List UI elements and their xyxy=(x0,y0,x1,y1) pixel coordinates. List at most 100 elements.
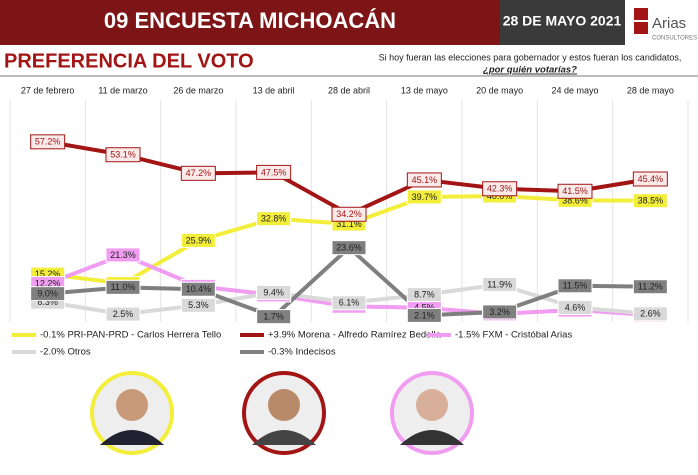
header-date: 28 DE MAYO 2021 xyxy=(503,13,622,29)
x-tick-label: 27 de febrero xyxy=(21,85,75,95)
value-label-box xyxy=(632,279,668,295)
value-label: 11.2% xyxy=(638,282,663,292)
x-tick-label: 11 de marzo xyxy=(98,85,147,95)
value-label: 1.7% xyxy=(263,312,284,322)
value-label: 42.3% xyxy=(487,184,513,194)
value-label: 21.3% xyxy=(110,250,136,260)
value-label: 45.4% xyxy=(638,174,664,184)
value-label-box xyxy=(331,240,367,256)
section-title: PREFERENCIA DEL VOTO xyxy=(4,50,254,72)
x-tick-label: 28 de abril xyxy=(328,85,370,95)
value-label: 34.2% xyxy=(336,209,362,219)
value-label-box xyxy=(180,232,216,248)
value-label: 6.3% xyxy=(37,297,58,307)
value-label-box xyxy=(557,278,593,294)
value-label-box xyxy=(482,181,518,197)
value-label: 9.0% xyxy=(37,289,58,299)
value-label-box xyxy=(256,309,292,325)
value-label: 11.9% xyxy=(487,279,512,289)
candidate-face xyxy=(268,389,300,421)
value-label-box xyxy=(105,247,141,263)
value-label-box xyxy=(557,300,593,316)
value-label: 45.1% xyxy=(412,175,438,185)
value-label-box xyxy=(30,286,66,302)
value-label: 3.2% xyxy=(489,307,510,317)
value-label-box xyxy=(406,189,442,205)
value-label-box xyxy=(256,284,292,300)
value-label-box xyxy=(180,297,216,313)
value-label: 39.7% xyxy=(412,192,438,202)
header-band xyxy=(0,0,500,45)
x-tick-label: 26 de marzo xyxy=(173,85,223,95)
legend-label: -0.3% Indecisos xyxy=(268,347,336,358)
value-label-box xyxy=(256,164,292,180)
value-label-box xyxy=(406,307,442,323)
value-label: 12.2% xyxy=(35,278,61,288)
question: ¿por quién votarías? xyxy=(483,65,577,76)
candidate-face xyxy=(416,389,448,421)
value-label: 53.1% xyxy=(110,150,136,160)
value-label-box xyxy=(180,281,216,297)
value-label-box xyxy=(331,295,367,311)
candidate-body xyxy=(252,430,316,445)
header-title: 09 ENCUESTA MICHOACÁN xyxy=(104,8,396,33)
legend-label: +3.9% Morena - Alfredo Ramírez Bedolla xyxy=(268,330,442,341)
value-label: 38.5% xyxy=(638,196,664,206)
value-label-box xyxy=(105,279,141,295)
date-band xyxy=(500,0,625,45)
candidate-face xyxy=(116,389,148,421)
value-label: 23.6% xyxy=(336,243,362,253)
x-tick-label: 28 de mayo xyxy=(627,85,674,95)
value-label: 38.6% xyxy=(562,195,588,205)
value-label: 9.4% xyxy=(263,287,284,297)
x-tick-label: 13 de abril xyxy=(253,85,295,95)
logo-text: Arias xyxy=(652,15,686,32)
value-label-box xyxy=(632,171,668,187)
value-label: 2.6% xyxy=(640,309,661,319)
candidate-body xyxy=(400,430,464,445)
logo-subtext: CONSULTORES xyxy=(652,36,697,42)
logo-icon xyxy=(634,8,648,20)
value-label-box xyxy=(406,287,442,303)
x-tick-label: 13 de mayo xyxy=(401,85,448,95)
x-tick-label: 20 de mayo xyxy=(476,85,523,95)
value-label-box xyxy=(180,165,216,181)
value-label: 4.6% xyxy=(565,302,586,312)
value-label: 11.5% xyxy=(563,281,588,291)
value-label-box xyxy=(105,147,141,163)
value-label-box xyxy=(482,277,518,293)
value-label: 41.5% xyxy=(562,186,588,196)
value-label: 31.1% xyxy=(336,219,362,229)
value-label-box xyxy=(557,183,593,199)
value-label-box xyxy=(331,206,367,222)
value-label: 15.2% xyxy=(35,269,61,279)
value-label: 8.7% xyxy=(414,289,435,299)
value-label: 25.9% xyxy=(186,235,212,245)
value-label-box xyxy=(406,172,442,188)
question: Si hoy fueran las elecciones para gobern… xyxy=(379,52,682,62)
logo-icon xyxy=(634,22,648,34)
legend-label: -2.0% Otros xyxy=(40,347,91,358)
value-label-box xyxy=(30,134,66,150)
value-label-box xyxy=(632,306,668,322)
value-label: 47.5% xyxy=(261,167,287,177)
value-label-box xyxy=(105,306,141,322)
value-label: 32.8% xyxy=(261,214,287,224)
value-label-box xyxy=(482,304,518,320)
legend-label: -0.1% PRI-PAN-PRD - Carlos Herrera Tello xyxy=(40,330,221,341)
legend-label: -1.5% FXM - Cristóbal Arias xyxy=(455,330,572,341)
value-label: 10.4% xyxy=(186,284,212,294)
value-label: 11.0% xyxy=(111,282,136,292)
value-label-box xyxy=(632,193,668,209)
value-label: 2.1% xyxy=(414,310,435,320)
value-label: 4.5% xyxy=(414,303,435,313)
candidate-body xyxy=(100,430,164,445)
value-label: 5.3% xyxy=(188,300,209,310)
value-label: 6.1% xyxy=(339,298,360,308)
value-label: 2.5% xyxy=(113,309,134,319)
value-label: 47.2% xyxy=(186,168,212,178)
x-tick-label: 24 de mayo xyxy=(551,85,598,95)
value-label: 57.2% xyxy=(35,137,61,147)
value-label-box xyxy=(256,211,292,227)
